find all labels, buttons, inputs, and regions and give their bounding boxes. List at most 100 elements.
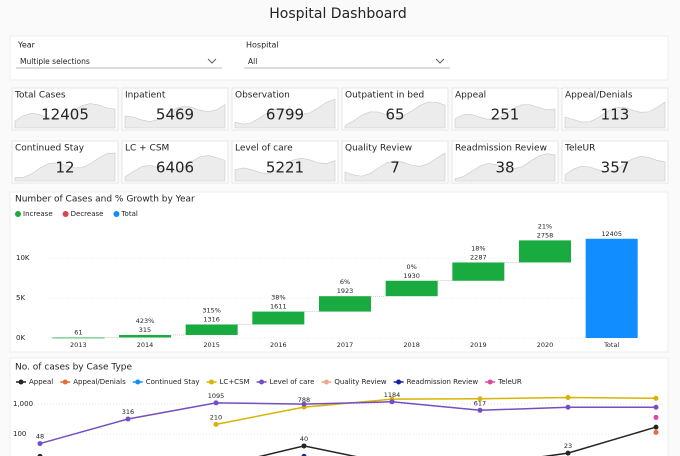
data-label: 1184 xyxy=(384,391,401,399)
growth-label: 18% xyxy=(471,244,485,252)
legend-marker xyxy=(323,379,329,385)
data-label: 617 xyxy=(474,399,486,407)
sparkline xyxy=(344,152,446,182)
point xyxy=(301,401,307,407)
kpi-value: 5469 xyxy=(156,106,194,124)
legend-swatch xyxy=(15,211,21,217)
kpi-value: 6799 xyxy=(266,106,304,124)
kpi-label: Outpatient in bed xyxy=(345,91,424,101)
kpi-label: Inpatient xyxy=(125,91,166,101)
sparkline xyxy=(344,101,446,129)
sparkline xyxy=(454,153,556,182)
x-tick-label: 2018 xyxy=(403,341,420,349)
kpi-value: 12 xyxy=(55,159,74,177)
kpi-value: 251 xyxy=(491,106,520,124)
point xyxy=(125,416,131,422)
point xyxy=(653,429,659,435)
data-label: 2758 xyxy=(537,231,554,239)
point xyxy=(389,399,395,405)
legend-marker xyxy=(62,379,68,385)
bar xyxy=(585,238,638,338)
data-label: 2287 xyxy=(470,253,487,261)
data-label: 315 xyxy=(139,326,151,334)
legend-label: Decrease xyxy=(71,210,104,218)
point xyxy=(213,421,219,427)
point xyxy=(653,404,659,410)
waterfall-panel xyxy=(9,191,669,353)
legend-marker xyxy=(396,379,402,385)
sparkline xyxy=(124,103,226,129)
dropdown-value: Multiple selections xyxy=(20,57,90,66)
dropdown[interactable]: Multiple selections xyxy=(16,54,222,69)
kpi-label: Appeal/Denials xyxy=(565,91,633,101)
growth-label: 315% xyxy=(202,306,221,314)
point xyxy=(653,424,659,430)
dropdown-box[interactable] xyxy=(244,54,450,68)
legend-label: TeleUR xyxy=(497,378,522,386)
dropdown-box[interactable] xyxy=(16,54,222,68)
legend-label: Level of care xyxy=(270,378,315,386)
growth-label: 0% xyxy=(407,263,417,271)
dashboard-title: Hospital Dashboard xyxy=(269,6,407,22)
chart-title: No. of cases by Case Type xyxy=(15,363,132,373)
legend-swatch xyxy=(113,211,120,217)
chevron xyxy=(435,58,445,64)
point xyxy=(653,395,659,401)
point xyxy=(37,453,43,456)
data-label: 316 xyxy=(122,408,134,416)
data-label: 788 xyxy=(298,396,310,404)
data-label: 1923 xyxy=(337,287,354,295)
y-tick-label: 5K xyxy=(16,294,25,302)
legend-marker xyxy=(487,379,493,385)
x-tick-label: 2017 xyxy=(337,341,354,349)
growth-label: 21% xyxy=(538,222,552,230)
series-line xyxy=(215,396,657,426)
data-label: 1930 xyxy=(403,272,420,280)
point xyxy=(37,441,43,447)
kpi-value: 5221 xyxy=(266,159,304,177)
filter-label: Hospital xyxy=(246,41,279,50)
kpi-value: 7 xyxy=(390,159,400,177)
series-line xyxy=(39,401,656,445)
chevron xyxy=(207,58,217,64)
point xyxy=(213,400,219,406)
legend-swatch xyxy=(62,211,69,217)
sparkline xyxy=(124,155,226,182)
kpi-label: Level of care xyxy=(235,144,293,154)
kpi-label: TeleUR xyxy=(564,144,595,154)
point xyxy=(301,453,307,456)
sparkline xyxy=(234,98,336,129)
y-tick-label: 0K xyxy=(16,334,25,342)
dropdown[interactable]: All xyxy=(244,54,450,69)
bar xyxy=(519,240,571,263)
sparkline xyxy=(454,104,556,129)
x-tick-label: 2013 xyxy=(70,341,87,349)
kpi-value: 6406 xyxy=(156,159,194,177)
legend-label: Quality Review xyxy=(334,378,386,386)
point xyxy=(301,443,307,449)
sparkline xyxy=(234,157,336,182)
point xyxy=(477,396,483,402)
kpi-label: LC + CSM xyxy=(125,144,169,154)
kpi-value: 12405 xyxy=(41,106,89,124)
bar xyxy=(252,311,305,325)
point xyxy=(477,407,483,413)
filter-label: Year xyxy=(17,41,36,50)
x-tick-label: 2015 xyxy=(203,341,220,349)
legend-label: Continued Stay xyxy=(146,378,200,386)
data-label: 12405 xyxy=(601,230,622,238)
data-label: 48 xyxy=(36,433,44,441)
kpi-value: 38 xyxy=(495,159,514,177)
legend-marker xyxy=(18,379,24,385)
kpi-value: 357 xyxy=(601,159,630,177)
x-tick-label: 2020 xyxy=(537,341,554,349)
growth-label: 423% xyxy=(136,317,155,325)
x-tick-label: 2014 xyxy=(137,341,154,349)
kpi-label: Appeal xyxy=(455,91,486,101)
data-label: 1316 xyxy=(203,315,220,323)
bar xyxy=(385,280,438,297)
point xyxy=(565,450,571,456)
x-tick-label: Total xyxy=(603,341,619,349)
legend-marker xyxy=(209,379,215,385)
